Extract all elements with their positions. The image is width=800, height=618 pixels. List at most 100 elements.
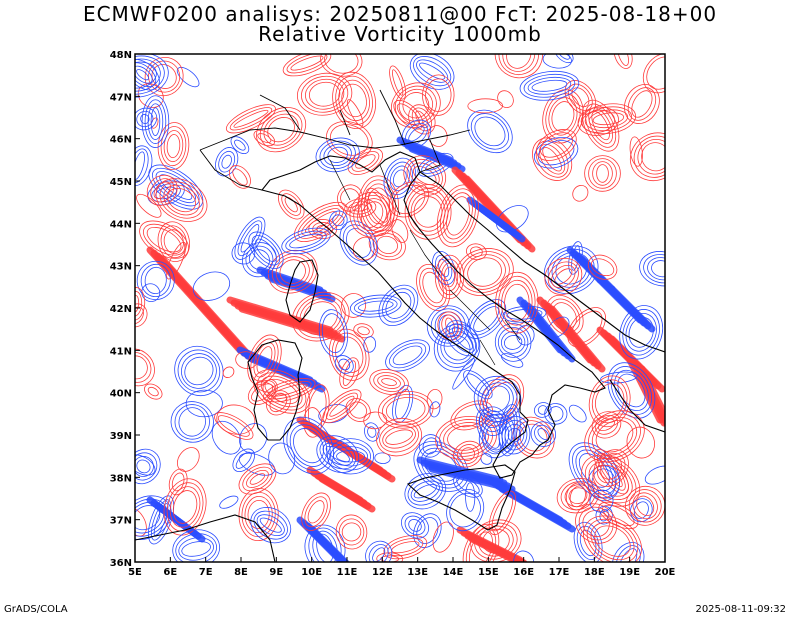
vorticity-contour bbox=[153, 181, 171, 200]
vorticity-contour bbox=[301, 492, 331, 531]
vorticity-contour bbox=[631, 90, 653, 118]
lon-tick-label: 19E bbox=[619, 567, 640, 578]
vorticity-contour bbox=[167, 188, 196, 213]
vorticity-contour bbox=[591, 411, 622, 439]
vorticity-contour bbox=[166, 134, 181, 159]
vorticity-contour bbox=[363, 411, 387, 430]
vorticity-contour bbox=[174, 345, 224, 397]
vorticity-contour bbox=[286, 54, 328, 74]
vorticity-contour bbox=[230, 136, 250, 155]
vorticity-contour bbox=[568, 487, 588, 505]
vorticity-contour bbox=[547, 248, 595, 291]
vorticity-contour bbox=[549, 298, 581, 333]
vorticity-contour bbox=[357, 300, 394, 312]
vorticity-contour bbox=[494, 54, 543, 79]
vorticity-contour bbox=[422, 271, 444, 304]
vorticity-contour bbox=[135, 145, 153, 186]
vorticity-contour bbox=[308, 527, 342, 562]
vorticity-contour bbox=[425, 78, 452, 112]
vorticity-contour bbox=[157, 221, 190, 262]
vorticity-contour bbox=[570, 310, 603, 344]
vorticity-contour bbox=[425, 159, 447, 171]
vorticity-contour bbox=[135, 303, 148, 328]
vorticity-contour bbox=[141, 283, 161, 303]
vorticity-contour bbox=[304, 524, 346, 562]
vorticity-contour bbox=[449, 492, 481, 528]
vorticity-band bbox=[468, 535, 526, 562]
vorticity-contour bbox=[363, 183, 393, 229]
vorticity-contour bbox=[545, 294, 584, 336]
vorticity-contour bbox=[290, 55, 324, 71]
vorticity-contour bbox=[498, 54, 539, 76]
vorticity-contour bbox=[596, 164, 609, 183]
vorticity-contour bbox=[160, 225, 187, 259]
vorticity-contour bbox=[319, 438, 357, 470]
borders-interior bbox=[329, 159, 521, 366]
vorticity-contour bbox=[214, 412, 254, 440]
vorticity-contour bbox=[157, 122, 190, 171]
vorticity-contour bbox=[248, 231, 284, 269]
vorticity-contour bbox=[391, 219, 409, 243]
vorticity-contour bbox=[388, 342, 427, 369]
vorticity-contour bbox=[583, 515, 642, 562]
vorticity-contour bbox=[135, 54, 169, 98]
vorticity-contour bbox=[144, 266, 167, 295]
vorticity-contour bbox=[332, 214, 345, 227]
vorticity-contour bbox=[628, 489, 662, 523]
vorticity-band bbox=[638, 365, 665, 423]
vorticity-contour bbox=[235, 351, 258, 369]
vorticity-contour bbox=[405, 122, 428, 145]
vorticity-contour bbox=[463, 370, 493, 400]
lat-tick-label: 42N bbox=[110, 304, 132, 315]
vorticity-contour bbox=[584, 155, 621, 192]
vorticity-contour bbox=[135, 148, 149, 183]
lon-tick-label: 18E bbox=[584, 567, 605, 578]
vorticity-contour bbox=[614, 369, 649, 411]
vorticity-contour bbox=[404, 473, 447, 510]
vorticity-contour bbox=[257, 133, 272, 143]
vorticity-contour bbox=[345, 398, 371, 422]
vorticity-band bbox=[408, 145, 466, 173]
vorticity-contour bbox=[291, 291, 350, 342]
vorticity-contour bbox=[409, 54, 455, 90]
vorticity-contour bbox=[527, 76, 572, 95]
vorticity-contour bbox=[466, 243, 487, 261]
vorticity-contour bbox=[512, 416, 555, 459]
vorticity-contour bbox=[568, 241, 583, 275]
vorticity-contour bbox=[591, 111, 610, 141]
coastline-north-africa bbox=[135, 514, 276, 562]
vorticity-contour bbox=[342, 224, 375, 262]
vorticity-contour bbox=[260, 375, 303, 408]
vorticity-contour bbox=[422, 74, 455, 116]
vorticity-contour bbox=[159, 181, 204, 219]
vorticity-contour bbox=[135, 348, 155, 387]
vorticity-contour bbox=[136, 69, 149, 81]
lat-tick-label: 45N bbox=[110, 177, 132, 188]
vorticity-contour bbox=[351, 151, 380, 172]
vorticity-contour bbox=[263, 113, 299, 146]
vorticity-contour bbox=[392, 184, 426, 215]
vorticity-contour bbox=[376, 552, 404, 562]
vorticity-contour bbox=[217, 415, 250, 437]
vorticity-contour bbox=[135, 295, 140, 313]
vorticity-contour bbox=[400, 512, 430, 539]
vorticity-contour bbox=[469, 302, 503, 336]
vorticity-contour bbox=[537, 405, 548, 415]
vorticity-contour bbox=[498, 404, 521, 457]
vorticity-contour bbox=[364, 422, 380, 442]
coastline-sardinia bbox=[247, 339, 303, 441]
vorticity-contour bbox=[233, 109, 269, 128]
vorticity-contour bbox=[383, 535, 428, 560]
vorticity-contour bbox=[304, 78, 345, 110]
vorticity-contour bbox=[596, 452, 626, 484]
vorticity-contour bbox=[398, 88, 434, 122]
vorticity-contour bbox=[363, 336, 377, 353]
vorticity-contour bbox=[485, 385, 510, 413]
vorticity-contour bbox=[322, 442, 353, 466]
vorticity-contour bbox=[262, 379, 278, 397]
coastline-italy bbox=[261, 151, 606, 479]
vorticity-contour bbox=[533, 137, 579, 169]
vorticity-contour bbox=[404, 515, 426, 536]
vorticity-contour bbox=[181, 541, 211, 557]
vorticity-contour bbox=[357, 326, 370, 336]
